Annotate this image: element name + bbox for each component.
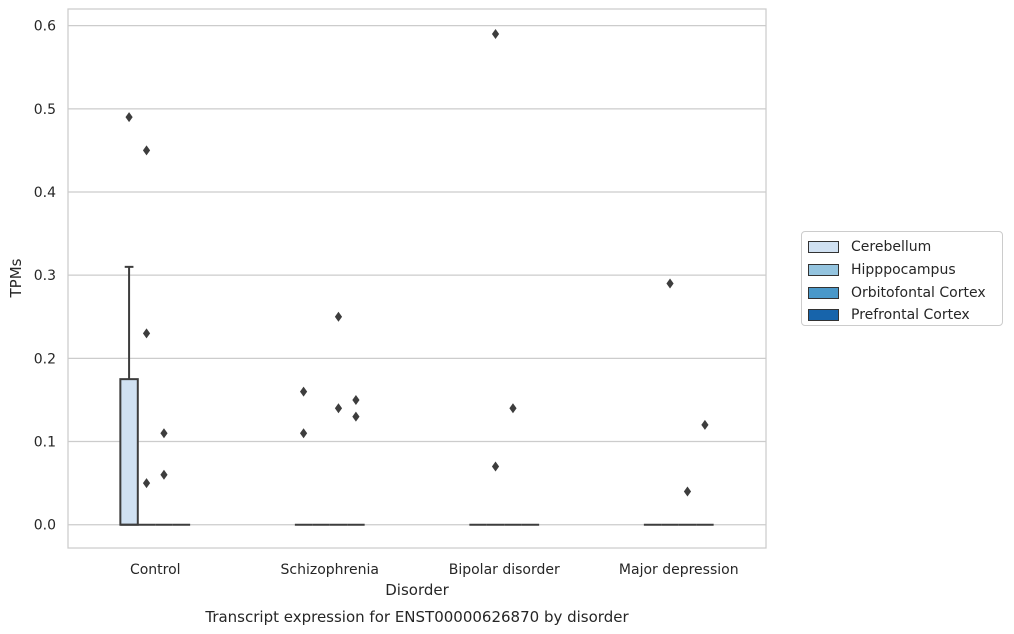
legend-item-cerebellum: Cerebellum [808, 236, 1002, 259]
legend-swatch-cerebellum [808, 241, 839, 254]
legend-swatch-prefrontal-cortex [808, 309, 839, 322]
plot-frame [67, 8, 767, 549]
box-group [486, 28, 505, 526]
box-group [119, 112, 139, 526]
outlier-point [701, 419, 709, 430]
outlier-point [334, 403, 343, 414]
y-tick-labels: 0.0 0.1 0.2 0.3 0.4 0.5 0.6 [34, 19, 56, 534]
outlier-point [491, 28, 500, 39]
outlier-point [666, 278, 674, 289]
box-group [696, 419, 714, 526]
y-tick-label: 0.6 [34, 19, 56, 35]
y-tick-label: 0.5 [34, 102, 56, 118]
legend-swatch-hippocampus [808, 264, 839, 277]
outlier-point [125, 112, 133, 123]
y-tick-label: 0.2 [34, 351, 56, 367]
x-tick-label: Major depression [619, 562, 739, 578]
outlier-point [142, 145, 151, 156]
box-group [294, 386, 313, 526]
chart-title: Transcript expression for ENST0000062687… [204, 608, 629, 626]
outlier-point [142, 478, 151, 489]
box-group [137, 145, 156, 526]
x-tick-label: Schizophrenia [281, 562, 379, 578]
outlier-point [299, 428, 308, 439]
y-tick-label: 0.3 [34, 268, 56, 284]
outlier-point [160, 428, 168, 439]
outlier-point [683, 486, 692, 497]
outlier-point [299, 386, 308, 397]
box-group [347, 394, 365, 526]
legend-item-orbitofrontal-cortex: Orbitofontal Cortex [808, 281, 1002, 304]
x-axis-title: Disorder [385, 581, 449, 599]
legend-swatch-orbitofrontal-cortex [808, 286, 839, 299]
box-group [661, 278, 679, 526]
legend-item-hippocampus: Hipppocampus [808, 259, 1002, 282]
legend-label: Hipppocampus [851, 262, 956, 279]
outlier-point [352, 394, 360, 405]
box-group [155, 428, 173, 526]
outlier-point [334, 311, 343, 322]
y-tick-label: 0.0 [34, 518, 56, 534]
outlier-point [509, 403, 517, 414]
outlier-point [352, 411, 360, 422]
x-tick-labels: Control Schizophrenia Bipolar disorder Majo… [130, 562, 739, 578]
legend: Cerebellum Hipppocampus Orbitofontal Cor… [801, 231, 1003, 326]
gridlines [68, 25, 766, 526]
outlier-point [142, 328, 151, 339]
box [119, 378, 139, 526]
legend-label: Cerebellum [851, 239, 932, 256]
outlier-point [491, 461, 500, 472]
legend-item-prefrontal-cortex: Prefrontal Cortex [808, 304, 1002, 327]
x-tick-label: Control [130, 562, 181, 578]
box-group [678, 486, 697, 526]
boxes [119, 28, 714, 526]
x-tick-label: Bipolar disorder [449, 562, 560, 578]
y-axis-title: TPMs [7, 258, 25, 298]
y-tick-label: 0.4 [34, 185, 56, 201]
box-group [329, 311, 348, 526]
box-group [504, 403, 522, 526]
legend-label: Orbitofontal Cortex [851, 284, 986, 301]
outlier-point [160, 469, 168, 480]
y-tick-label: 0.1 [34, 435, 56, 451]
legend-label: Prefrontal Cortex [851, 307, 970, 324]
